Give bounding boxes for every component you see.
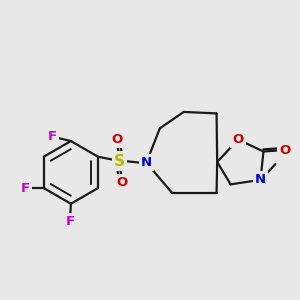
Text: O: O bbox=[232, 133, 244, 146]
Text: F: F bbox=[21, 182, 30, 195]
Text: N: N bbox=[141, 156, 152, 169]
Text: O: O bbox=[279, 143, 291, 157]
Text: F: F bbox=[66, 215, 75, 228]
Text: N: N bbox=[255, 173, 266, 186]
Text: S: S bbox=[114, 154, 125, 169]
Text: O: O bbox=[116, 176, 128, 189]
Text: O: O bbox=[112, 133, 123, 146]
Text: F: F bbox=[48, 130, 57, 143]
